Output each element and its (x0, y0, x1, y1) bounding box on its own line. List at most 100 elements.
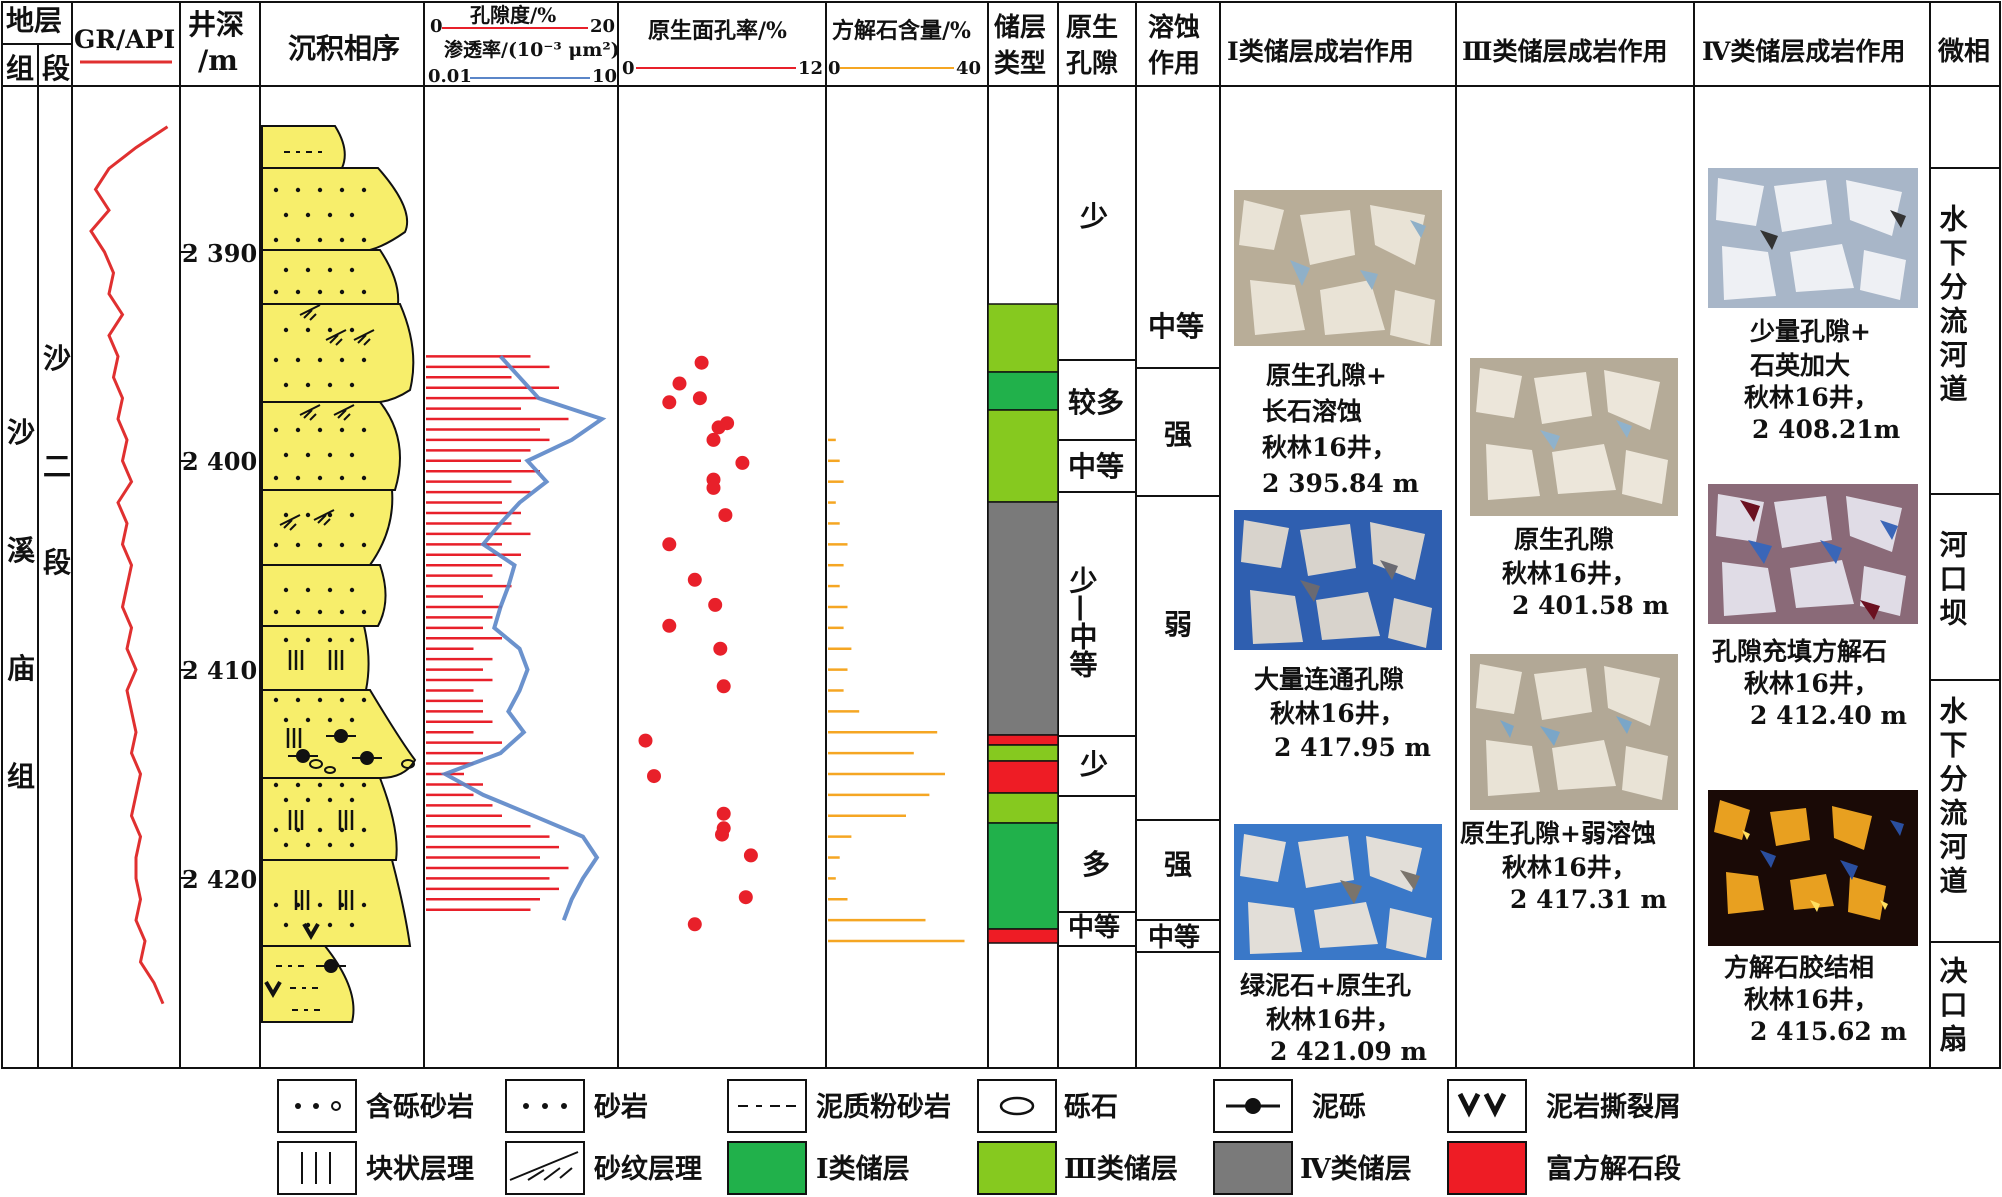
caption-I-1-l2: 长石溶蚀 (1262, 397, 1362, 426)
header: 地层 组 段 GR/API 井深 /m 沉积相序 孔隙度/% 0 20 渗透率/… (6, 3, 1990, 87)
sand-dot (283, 452, 289, 458)
primary-pores-column: 少 较多 中等 少—中等 少 多 中等 (1058, 200, 1136, 947)
porosity-point (735, 455, 750, 470)
sand-dot (273, 697, 279, 703)
sand-dot (305, 267, 311, 273)
legend: 含砾砂岩 砂岩 泥质粉砂岩 砾石 泥砾 泥岩撕裂屑 块状层理 砂纹层理 Ⅰ类储层… (277, 1079, 1681, 1195)
sand-dot (317, 427, 323, 433)
sand-dot (339, 542, 345, 548)
caption-IV-3-l1: 方解石胶结相 (1724, 953, 1874, 982)
porosity-point (708, 597, 723, 612)
header-sequence: 沉积相序 (288, 32, 400, 65)
caption-III-2-l2: 秋林16井， (1502, 853, 1637, 882)
sand-dot (305, 512, 311, 518)
pores-low-1: 少 (1080, 200, 1108, 233)
header-primary-pores-2: 孔隙 (1066, 49, 1118, 79)
sand-dot (273, 902, 279, 908)
sand-dot (339, 357, 345, 363)
legend-pebbly-sandstone: 含砾砂岩 (366, 1091, 474, 1123)
caption-I-3-l1: 绿泥石+原生孔 (1240, 971, 1411, 1000)
formation-char-2: 溪 (7, 534, 36, 567)
sand-dot (317, 289, 323, 295)
sand-dot (349, 717, 355, 723)
sand-dot (283, 267, 289, 273)
sand-dot (349, 587, 355, 593)
gr-curve (89, 125, 169, 1005)
sand-dot (361, 609, 367, 615)
microfacies-crevasse-splay: 决口扇 (1936, 956, 1969, 1058)
sand-dot (361, 357, 367, 363)
caption-I-1-l4: 2 395.84 m (1262, 469, 1419, 498)
header-diag-III: Ⅲ类储层成岩作用 (1462, 37, 1667, 66)
dissolution-weak: 弱 (1164, 608, 1192, 641)
reservoir-type-IV (987, 501, 1059, 736)
micrograph-III-2 (1470, 654, 1678, 810)
caption-III-2-l3: 2 417.31 m (1510, 885, 1667, 914)
micrograph-I-3 (1234, 824, 1442, 960)
micrograph-IV-1 (1708, 168, 1918, 308)
header-diag-I: Ⅰ类储层成岩作用 (1227, 37, 1414, 66)
header-depth: 井深 (188, 8, 244, 41)
legend-gravel: 砾石 (1064, 1092, 1118, 1123)
primary-porosity-points (638, 355, 758, 932)
caption-IV-1-l4: 2 408.21m (1752, 415, 1900, 444)
sand-dot (295, 187, 301, 193)
sand-dot (317, 782, 323, 788)
lith-unit-3 (261, 249, 400, 305)
caption-I-3-l2: 秋林16井， (1266, 1005, 1401, 1034)
porosity-point (716, 806, 731, 821)
sand-dot (283, 637, 289, 643)
pores-medium-1: 中等 (1068, 450, 1124, 483)
sand-dot (361, 475, 367, 481)
porosity-point (706, 480, 721, 495)
dissolution-column: 中等 强 弱 强 中等 (1136, 310, 1220, 953)
header-primary-pores-1: 原生 (1066, 13, 1118, 43)
porosity-point (638, 733, 653, 748)
pores-low-2: 少 (1080, 748, 1108, 781)
caption-IV-1-l2: 石英加大 (1749, 351, 1850, 380)
sand-dot (339, 782, 345, 788)
sand-dot (317, 697, 323, 703)
lith-unit-8 (261, 625, 370, 691)
sand-dot (349, 842, 355, 848)
formation-char-4: 组 (7, 760, 35, 793)
reservoir-calcite-rich-2 (987, 760, 1059, 794)
sand-dot (295, 782, 301, 788)
lith-unit-11 (261, 859, 412, 947)
sand-dot (327, 267, 333, 273)
caption-I-2-l3: 2 417.95 m (1274, 733, 1431, 762)
reservoir-type-I-2 (987, 822, 1059, 930)
header-reservoir-type-2: 类型 (994, 49, 1046, 79)
sand-dot (361, 542, 367, 548)
reservoir-calcite-rich-1 (987, 734, 1059, 746)
legend-mud-gravel: 泥砾 (1312, 1092, 1366, 1123)
member-char-3: 段 (43, 546, 71, 579)
dissolution-medium-1: 中等 (1148, 310, 1204, 343)
caption-III-1-l3: 2 401.58 m (1512, 591, 1669, 620)
depth-tick-2390: 2 390 (182, 239, 257, 268)
legend-muddy-siltstone: 泥质粉砂岩 (816, 1092, 951, 1123)
sand-dot (339, 289, 345, 295)
sand-dot (349, 267, 355, 273)
header-porosity-min: 0 (430, 16, 443, 37)
porosity-point (662, 537, 677, 552)
formation-char-1: 沙 (7, 416, 35, 449)
reservoir-type-III-2 (987, 409, 1059, 503)
lith-unit-10 (261, 777, 398, 861)
header-porosity: 孔隙度/% (470, 3, 556, 27)
sand-dot (283, 587, 289, 593)
header-permeability: 渗透率/(10⁻³ μm²) (444, 38, 620, 61)
porosity-point (743, 848, 758, 863)
lith-unit-2 (261, 167, 409, 251)
caption-III-2-l1: 原生孔隙+弱溶蚀 (1460, 819, 1656, 848)
sand-dot (339, 609, 345, 615)
sand-dot (349, 922, 355, 928)
header-perm-min: 0.01 (428, 66, 472, 87)
microfacies-distributary-2: 水下分流河道 (1936, 696, 1969, 900)
sand-dot (283, 797, 289, 803)
porosity-point (687, 917, 702, 932)
porosity-point (692, 391, 707, 406)
lith-unit-7 (261, 564, 387, 627)
porosity-point (711, 420, 726, 435)
header-diag-IV: Ⅳ类储层成岩作用 (1702, 37, 1905, 66)
